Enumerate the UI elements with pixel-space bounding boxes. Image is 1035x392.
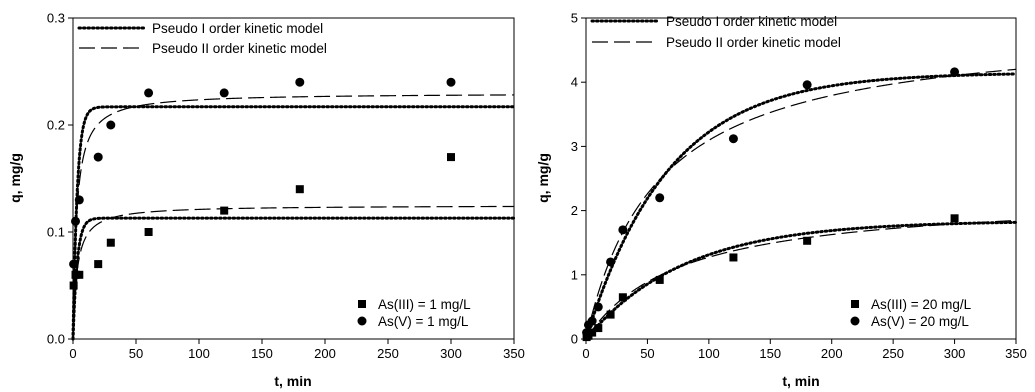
data-points — [69, 77, 456, 290]
plot-frame — [72, 17, 515, 340]
data-point-circle — [618, 225, 628, 235]
data-point-circle — [446, 77, 456, 87]
x-tick-label: 350 — [503, 346, 525, 361]
y-ticks: 0 1 2 3 4 5 — [571, 11, 586, 347]
data-points — [582, 67, 960, 342]
legend-models: Pseudo I order kinetic model Pseudo II o… — [590, 14, 841, 50]
legend-label-series-2: As(V) = 1 mg/L — [378, 314, 469, 329]
x-tick-label: 350 — [1005, 346, 1027, 361]
data-point-square — [655, 275, 664, 284]
data-point-circle — [655, 193, 665, 203]
y-tick-label: 0.3 — [47, 11, 65, 26]
x-ticks: 0 50 100 150 200 250 300 350 — [582, 339, 1027, 361]
pseudo-first-order-curve — [71, 216, 516, 341]
legend-label-series-2: As(V) = 20 mg/L — [871, 314, 969, 329]
y-ticks: 0.0 0.1 0.2 0.3 — [47, 11, 73, 347]
data-point-square — [94, 260, 103, 269]
data-point-circle — [144, 88, 154, 98]
legend-label-pseudo-second: Pseudo II order kinetic model — [666, 35, 841, 50]
x-tick-label: 100 — [188, 346, 210, 361]
legend-label-pseudo-first: Pseudo I order kinetic model — [152, 21, 323, 36]
pseudo-first-order-curve — [584, 72, 1018, 341]
pseudo-second-order-curve — [72, 205, 514, 340]
data-point-circle — [69, 259, 79, 269]
data-point-square — [950, 214, 959, 223]
data-point-circle — [71, 216, 81, 226]
legend-circle-marker — [850, 316, 860, 326]
y-axis-title: q, mg/g — [535, 153, 551, 203]
data-point-square — [803, 236, 812, 245]
data-point-circle — [106, 120, 116, 130]
data-point-circle — [219, 88, 229, 98]
data-point-circle — [93, 152, 103, 162]
y-tick-label: 1 — [571, 267, 578, 282]
y-tick-label: 2 — [571, 203, 578, 218]
y-axis-title: q, mg/g — [7, 153, 23, 203]
pseudo-first-order-curve — [71, 105, 516, 341]
legend-label-pseudo-first: Pseudo I order kinetic model — [666, 14, 837, 29]
y-tick-label: 0.2 — [47, 118, 65, 133]
x-tick-label: 200 — [821, 346, 843, 361]
data-point-square — [447, 153, 455, 162]
data-point-square — [588, 328, 597, 337]
data-point-circle — [587, 316, 597, 326]
legend-label-pseudo-second: Pseudo II order kinetic model — [152, 41, 327, 56]
data-point-square — [606, 310, 615, 319]
data-point-square — [729, 253, 738, 262]
pseudo-second-order-curve — [585, 68, 1017, 340]
x-tick-label: 300 — [944, 346, 966, 361]
x-tick-label: 50 — [640, 346, 654, 361]
pseudo-second-order-curve — [72, 94, 514, 340]
x-tick-label: 250 — [377, 346, 399, 361]
x-tick-label: 200 — [314, 346, 336, 361]
data-point-square — [594, 324, 603, 333]
data-point-circle — [802, 80, 812, 90]
x-tick-label: 250 — [882, 346, 904, 361]
data-point-square — [75, 270, 84, 279]
data-point-square — [220, 206, 229, 215]
legend-series: As(III) = 20 mg/L As(V) = 20 mg/L — [850, 297, 972, 329]
x-tick-label: 50 — [129, 346, 143, 361]
data-point-circle — [606, 257, 616, 267]
x-ticks: 0 50 100 150 200 250 300 350 — [69, 339, 525, 361]
y-tick-label: 3 — [571, 139, 578, 154]
data-point-square — [618, 293, 627, 302]
panel-left: 0 50 100 150 200 250 300 350 0.0 0.1 0.2 0.3 t, mi… — [7, 11, 525, 390]
data-point-circle — [582, 328, 592, 338]
x-tick-label: 150 — [759, 346, 781, 361]
legend-label-series-1: As(III) = 20 mg/L — [871, 297, 972, 312]
model-curves — [71, 94, 516, 341]
data-point-circle — [728, 134, 738, 144]
x-tick-label: 100 — [698, 346, 720, 361]
x-tick-label: 0 — [69, 346, 76, 361]
x-axis-title: t, min — [274, 373, 311, 389]
data-point-square — [144, 228, 153, 236]
data-point-circle — [593, 302, 603, 312]
data-point-circle — [950, 67, 960, 77]
y-tick-label: 0.1 — [47, 225, 65, 240]
legend-circle-marker — [357, 316, 367, 326]
plot-frame — [585, 17, 1017, 340]
data-point-square — [69, 281, 78, 290]
y-tick-label: 0 — [571, 332, 578, 347]
legend-models: Pseudo I order kinetic model Pseudo II o… — [77, 21, 327, 56]
x-tick-label: 0 — [582, 346, 589, 361]
legend-label-series-1: As(III) = 1 mg/L — [378, 297, 471, 312]
x-tick-label: 300 — [440, 346, 462, 361]
y-tick-label: 0.0 — [47, 332, 65, 347]
data-point-square — [106, 238, 115, 247]
x-tick-label: 150 — [251, 346, 273, 361]
legend-square-marker — [851, 300, 859, 308]
x-axis-title: t, min — [782, 373, 819, 389]
legend-series: As(III) = 1 mg/L As(V) = 1 mg/L — [357, 297, 471, 329]
data-point-circle — [74, 195, 84, 205]
y-tick-label: 5 — [571, 11, 578, 26]
data-point-square — [295, 185, 304, 194]
data-point-circle — [295, 77, 305, 87]
y-tick-label: 4 — [571, 75, 578, 90]
legend-square-marker — [358, 300, 366, 308]
panel-right: 0 50 100 150 200 250 300 350 0 1 2 3 4 5 t, min q, m… — [535, 11, 1027, 390]
